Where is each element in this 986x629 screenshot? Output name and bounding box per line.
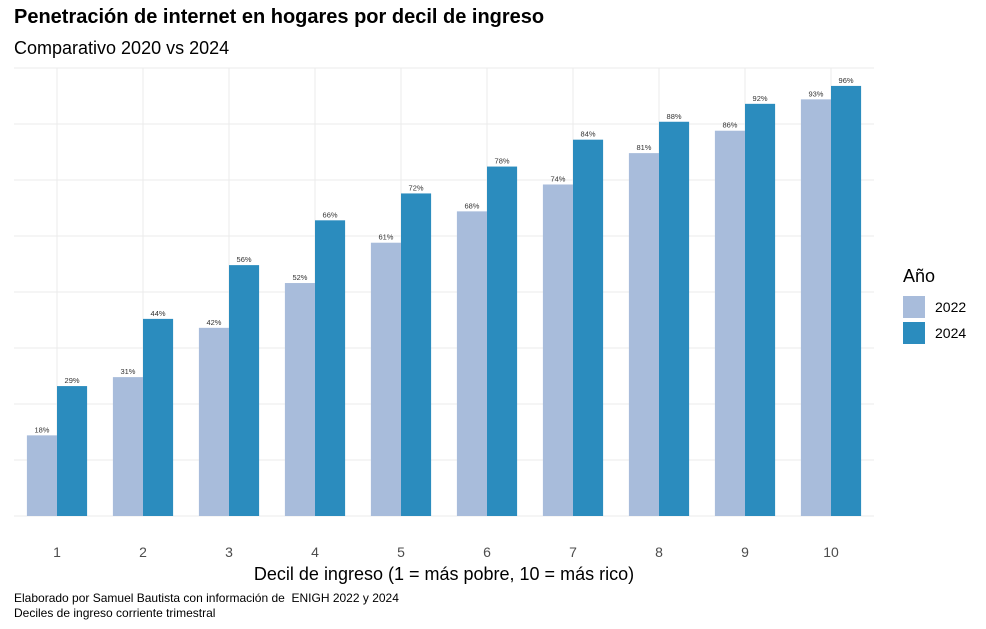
bar-value-label: 18% [34, 425, 49, 434]
bar-value-label: 52% [292, 273, 307, 282]
caption-line-note: Deciles de ingreso corriente trimestral [14, 606, 216, 620]
bar-2022-decil-10 [800, 99, 831, 517]
bar-2024-decil-4 [315, 220, 346, 516]
bar-value-label: 74% [550, 174, 565, 183]
bar-value-label: 56% [237, 255, 252, 264]
legend-swatch-2022 [903, 296, 925, 318]
bar-value-label: 42% [206, 318, 221, 327]
bar-2024-decil-1 [57, 386, 88, 516]
x-tick-label: 7 [569, 544, 577, 560]
chart-title: Penetración de internet en hogares por d… [14, 6, 545, 28]
x-tick-label: 4 [311, 544, 319, 560]
bar-value-label: 61% [378, 233, 393, 242]
bar-2022-decil-8 [628, 153, 659, 516]
bar-2022-decil-7 [542, 184, 573, 517]
bar-2024-decil-3 [229, 265, 260, 516]
bar-2022-decil-4 [284, 283, 315, 516]
bar-2022-decil-2 [112, 377, 143, 516]
bar-2024-decil-7 [573, 139, 604, 516]
x-axis-tick-labels: 1 2 3 4 5 6 7 8 9 10 [53, 544, 839, 560]
bar-2022-decil-1 [26, 435, 57, 516]
bar-2024-decil-5 [401, 193, 432, 516]
caption-line-source: Elaborado por Samuel Bautista con inform… [14, 591, 399, 605]
bar-value-label: 93% [808, 89, 823, 98]
x-tick-label: 8 [655, 544, 663, 560]
x-tick-label: 5 [397, 544, 405, 560]
x-tick-label: 1 [53, 544, 61, 560]
x-tick-label: 6 [483, 544, 491, 560]
bar-2024-decil-6 [487, 166, 518, 516]
legend-title: Año [903, 266, 936, 286]
bar-2022-decil-3 [198, 327, 229, 516]
x-tick-label: 9 [741, 544, 749, 560]
bar-value-label: 31% [120, 367, 135, 376]
bar-value-label: 68% [464, 201, 479, 210]
bar-labels-group: 18% 29% 31% 44% 42% 56% 52% 66% 61% 72% 68% 78% 74% 8… [34, 76, 853, 434]
bar-value-label: 81% [636, 143, 651, 152]
bar-value-label: 44% [151, 309, 166, 318]
x-tick-label: 2 [139, 544, 147, 560]
legend: Año 2022 2024 [903, 266, 966, 347]
bar-value-label: 96% [839, 76, 854, 85]
x-axis-label: Decil de ingreso (1 = más pobre, 10 = má… [254, 564, 634, 584]
bar-value-label: 72% [409, 183, 424, 192]
caption: Elaborado por Samuel Bautista con inform… [14, 591, 399, 621]
bar-2024-decil-2 [143, 318, 174, 516]
bar-value-label: 92% [753, 94, 768, 103]
bar-value-label: 84% [581, 130, 596, 139]
legend-item-2024: 2024 [903, 321, 966, 345]
bar-2022-decil-9 [714, 130, 745, 516]
bar-2024-decil-10 [831, 85, 862, 517]
bar-2024-decil-8 [659, 121, 690, 516]
x-tick-label: 10 [823, 544, 839, 560]
bar-value-label: 86% [722, 121, 737, 130]
bars-group [26, 85, 862, 517]
bar-2024-decil-9 [745, 103, 776, 516]
legend-item-2022: 2022 [903, 295, 966, 319]
bar-value-label: 66% [323, 210, 338, 219]
legend-label-2022: 2022 [935, 299, 967, 315]
legend-label-2024: 2024 [935, 325, 967, 341]
bar-2022-decil-6 [456, 211, 487, 517]
bar-value-label: 29% [65, 376, 80, 385]
bar-2022-decil-5 [370, 242, 401, 516]
x-tick-label: 3 [225, 544, 233, 560]
bar-value-label: 78% [495, 157, 510, 166]
chart-subtitle: Comparativo 2020 vs 2024 [14, 38, 230, 58]
bar-value-label: 88% [667, 112, 682, 121]
legend-swatch-2024 [903, 322, 925, 344]
